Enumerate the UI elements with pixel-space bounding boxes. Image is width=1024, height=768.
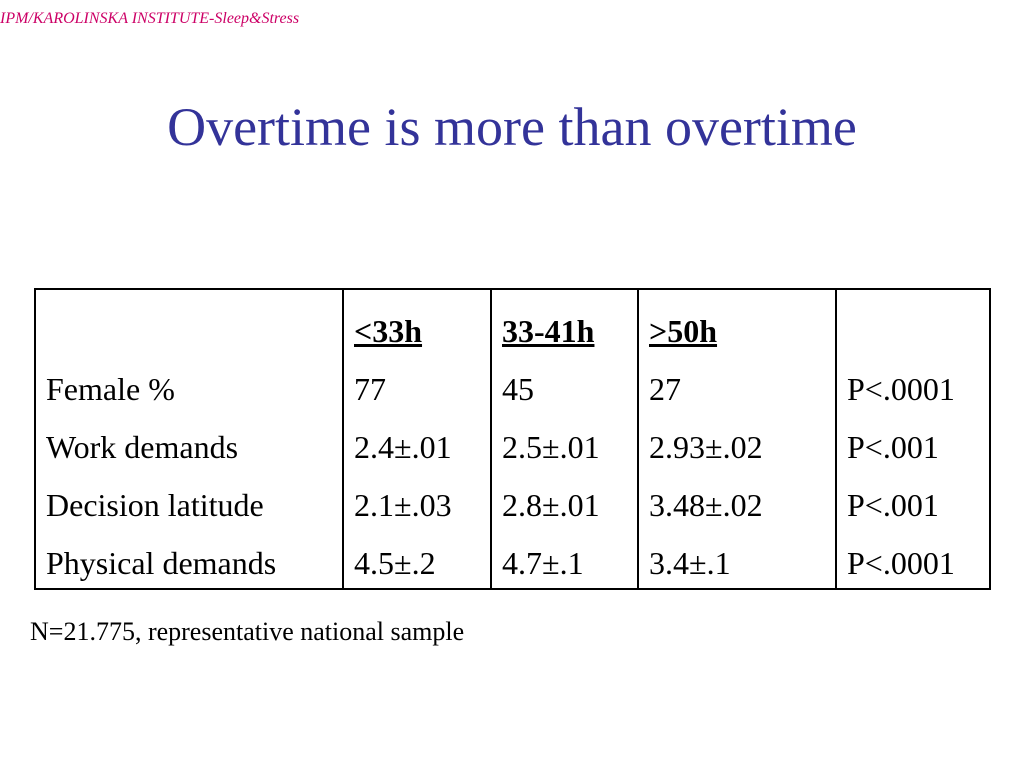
table-cell: 2.93±.02 xyxy=(637,408,837,466)
row-label: Decision latitude xyxy=(34,466,344,524)
p-value-cell: P<.0001 xyxy=(835,524,991,589)
row-label: Physical demands xyxy=(34,524,344,589)
table-cell: 77 xyxy=(342,350,492,408)
table-cell: 2.1±.03 xyxy=(342,466,492,524)
table-cell: 27 xyxy=(637,350,837,408)
column-header-empty xyxy=(34,289,344,350)
data-table: <33h 33-41h >50h Female % 77 45 27 P<.00… xyxy=(34,288,991,590)
header-tag: IPM/KAROLINSKA INSTITUTE-Sleep&Stress xyxy=(0,10,300,27)
table-cell: 45 xyxy=(490,350,639,408)
table-cell: 4.7±.1 xyxy=(490,524,639,589)
p-value-cell: P<.001 xyxy=(835,408,991,466)
column-header-33-41h: 33-41h xyxy=(490,289,639,350)
column-header-over-50h: >50h xyxy=(637,289,837,350)
row-label: Work demands xyxy=(34,408,344,466)
p-value-cell: P<.0001 xyxy=(835,350,991,408)
table-row: Female % 77 45 27 P<.0001 xyxy=(34,350,991,408)
table-cell: 2.8±.01 xyxy=(490,466,639,524)
row-label: Female % xyxy=(34,350,344,408)
table-row: Work demands 2.4±.01 2.5±.01 2.93±.02 P<… xyxy=(34,408,991,466)
table-row: Physical demands 4.5±.2 4.7±.1 3.4±.1 P<… xyxy=(34,524,991,589)
column-header-under-33h: <33h xyxy=(342,289,492,350)
table-cell: 3.4±.1 xyxy=(637,524,837,589)
footnote: N=21.775, representative national sample xyxy=(30,617,465,646)
table-row: Decision latitude 2.1±.03 2.8±.01 3.48±.… xyxy=(34,466,991,524)
table-cell: 2.4±.01 xyxy=(342,408,492,466)
table-header-row: <33h 33-41h >50h xyxy=(34,289,991,350)
slide-title: Overtime is more than overtime xyxy=(167,97,857,157)
p-value-cell: P<.001 xyxy=(835,466,991,524)
table-cell: 3.48±.02 xyxy=(637,466,837,524)
column-header-p-value xyxy=(835,289,991,350)
table-cell: 2.5±.01 xyxy=(490,408,639,466)
table-cell: 4.5±.2 xyxy=(342,524,492,589)
